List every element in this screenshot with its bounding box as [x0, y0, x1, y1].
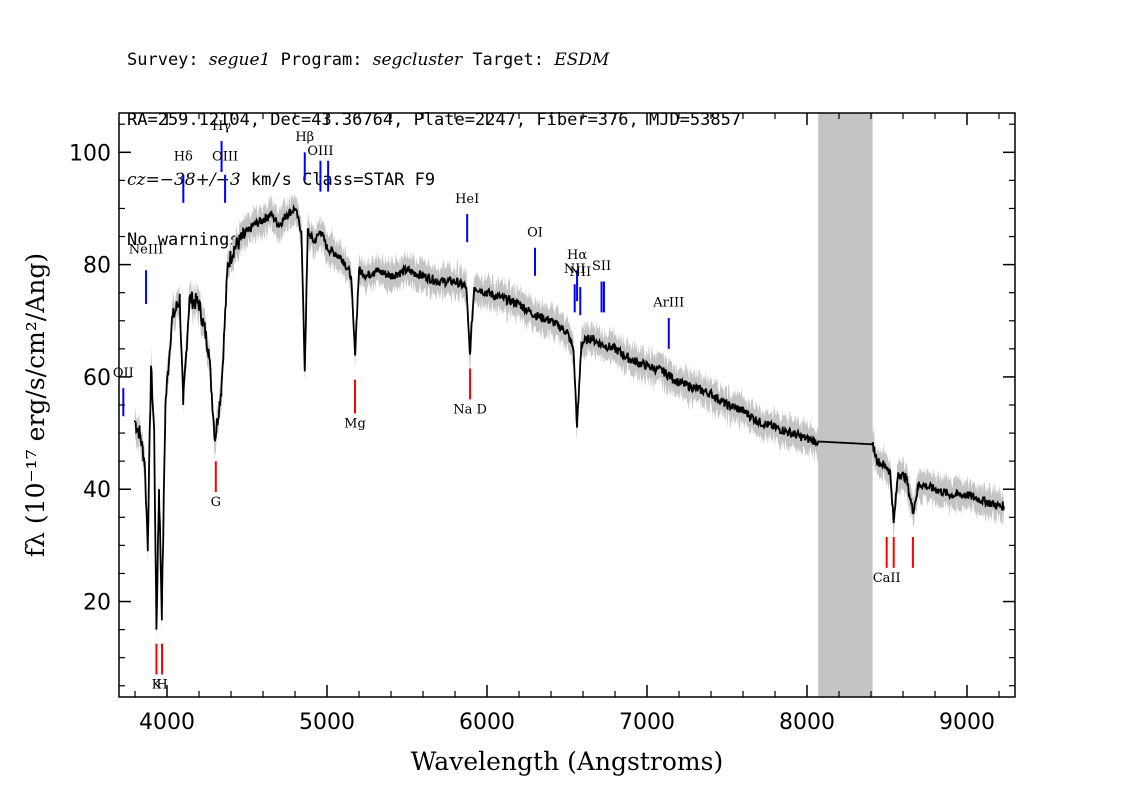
x-tick-label: 8000 [779, 710, 835, 735]
line-label-NII: NII [564, 262, 586, 277]
line-label-NeIII: NeIII [129, 242, 163, 257]
line-label-Na-D: Na D [453, 402, 487, 417]
line-label-HeI: HeI [455, 192, 479, 207]
line-label-OIII: OIII [212, 150, 238, 165]
target-value: ESDM [554, 50, 610, 70]
line-label-Hα: Hα [567, 248, 587, 263]
x-tick-label: 5000 [299, 710, 355, 735]
flux-line [134, 203, 1005, 630]
target-label: Target: [462, 50, 555, 70]
plot-frame [118, 112, 1016, 698]
masked-region [818, 113, 873, 697]
survey-value: segue1 [208, 50, 271, 70]
program-value: segcluster [372, 50, 463, 70]
line-label-SII: SII [592, 259, 611, 274]
survey-label: Survey: [127, 50, 209, 70]
line-label-G: G [211, 495, 221, 510]
x-tick-label: 4000 [139, 710, 195, 735]
line-label-OII: OII [113, 366, 134, 381]
line-label-OI: OI [527, 226, 543, 241]
y-tick-label: 100 [69, 141, 111, 166]
y-tick-label: 80 [83, 254, 111, 279]
header-line-coordinates: RA=259.12104, Dec=43.36764, Plate=2247, … [127, 110, 742, 130]
line-label-ArIII: ArIII [652, 296, 684, 311]
x-tick-label: 7000 [619, 710, 675, 735]
program-label: Program: [270, 50, 373, 70]
cz-label: cz= [127, 170, 160, 190]
x-axis-label: Wavelength (Angstroms) [411, 747, 723, 776]
axes-ticks: 4000 5000 6000 7000 8000 9000 20 40 60 80 100 [69, 113, 1015, 735]
y-axis-label: fλ (10⁻¹⁷ erg/s/cm²/Ang) [21, 253, 50, 557]
y-tick-label: 20 [83, 591, 111, 616]
y-tick-label: 60 [83, 366, 111, 391]
line-label-H: H [156, 678, 167, 693]
header-line-warnings: No warnings. [127, 230, 250, 250]
line-label-Hγ: Hγ [212, 119, 231, 134]
y-tick-label: 40 [83, 478, 111, 503]
line-label-Mg: Mg [344, 416, 366, 431]
line-label-CaII: CaII [873, 571, 901, 586]
line-label-OIII: OIII [307, 144, 333, 159]
x-tick-label: 6000 [459, 710, 515, 735]
line-label-K: K [152, 678, 162, 693]
cz-value: −38+/−3 [159, 170, 241, 190]
line-label-Hβ: Hβ [295, 130, 314, 145]
x-tick-label: 9000 [939, 710, 995, 735]
header-line-survey: Survey: segue1 Program: segcluster Targe… [127, 50, 741, 70]
line-label-Hδ: Hδ [174, 150, 193, 165]
line-label-NII: NII [569, 265, 591, 280]
